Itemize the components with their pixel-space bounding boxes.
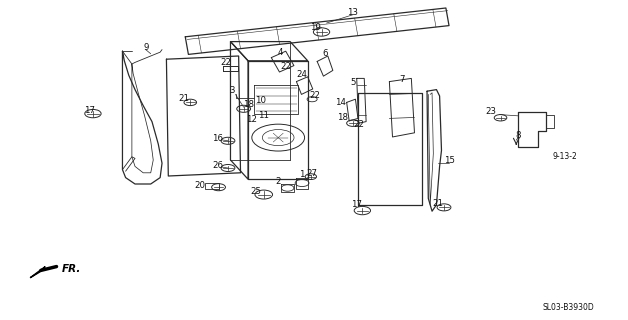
Text: FR.: FR. bbox=[62, 264, 81, 274]
Text: 3: 3 bbox=[230, 86, 235, 95]
Text: 22: 22 bbox=[280, 62, 291, 71]
Text: 2: 2 bbox=[276, 177, 281, 186]
Text: 18: 18 bbox=[337, 113, 348, 122]
Text: 22: 22 bbox=[220, 58, 232, 67]
Text: 21: 21 bbox=[433, 199, 444, 208]
Text: 15: 15 bbox=[443, 156, 455, 165]
Text: 6: 6 bbox=[322, 49, 327, 58]
Text: 26: 26 bbox=[212, 161, 224, 170]
Text: 19: 19 bbox=[310, 23, 322, 32]
Text: 20: 20 bbox=[194, 181, 205, 190]
Text: 25: 25 bbox=[251, 188, 262, 196]
Text: 17: 17 bbox=[84, 106, 95, 115]
Polygon shape bbox=[30, 267, 45, 278]
Text: 17: 17 bbox=[350, 200, 362, 209]
Text: 18: 18 bbox=[242, 100, 254, 109]
Text: 27: 27 bbox=[306, 169, 318, 178]
Text: 5: 5 bbox=[350, 78, 355, 87]
Text: 9-13-2: 9-13-2 bbox=[553, 152, 578, 161]
Text: 9: 9 bbox=[143, 43, 148, 52]
Text: 11: 11 bbox=[258, 111, 269, 120]
Text: 4: 4 bbox=[278, 48, 283, 57]
Text: 14: 14 bbox=[335, 98, 346, 107]
Text: 7: 7 bbox=[399, 76, 404, 84]
Text: 24: 24 bbox=[296, 70, 307, 79]
Text: 8: 8 bbox=[516, 132, 521, 140]
Text: 22: 22 bbox=[354, 120, 365, 129]
Text: 23: 23 bbox=[485, 108, 497, 116]
Text: 12: 12 bbox=[246, 116, 257, 124]
Text: 1: 1 bbox=[299, 170, 304, 179]
Text: SL03-B3930D: SL03-B3930D bbox=[543, 303, 594, 312]
Text: 13: 13 bbox=[347, 8, 359, 17]
Text: 10: 10 bbox=[255, 96, 266, 105]
Text: 22: 22 bbox=[310, 91, 321, 100]
Text: 21: 21 bbox=[178, 94, 189, 103]
Text: 16: 16 bbox=[212, 134, 224, 143]
